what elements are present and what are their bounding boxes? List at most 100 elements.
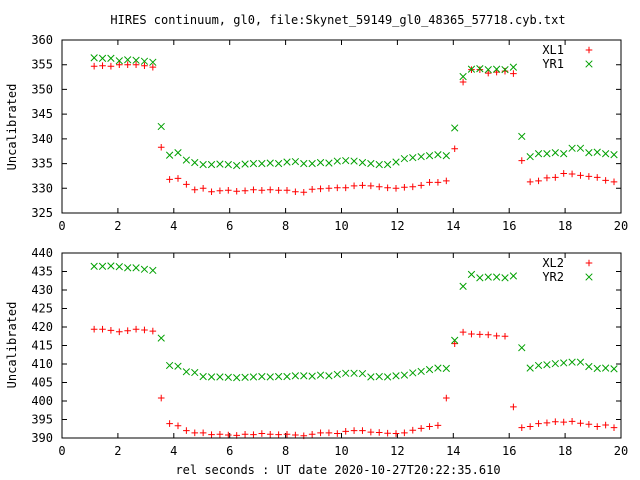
upper-xl1-point [375,183,383,191]
lower-yr2-point [308,372,316,380]
lower-xl2-point [535,420,542,427]
upper-yr1-point [400,154,409,163]
lower-yr2-point [199,372,207,381]
upper-xl1-point [451,145,458,153]
upper-xl1-point [141,62,148,70]
upper-yr1-point [367,159,375,168]
upper-yr1-point [350,157,358,165]
upper-yr1-point [115,57,123,65]
upper-xl1-point [308,185,316,193]
upper-yr1-point [509,63,518,71]
upper-yr1-point [241,160,249,168]
lower-xl2-point [543,419,551,427]
lower-yr2-point [417,367,425,376]
lower-yr2-point [266,373,274,381]
lower-yr2-point [392,372,400,380]
upper-yr1-point [249,159,258,168]
lower-yr2-point [157,334,165,342]
upper-xl1-point [417,182,425,189]
lower-y-tick-label: 405 [31,376,53,390]
upper-xl1-point [208,188,215,196]
upper-plot-frame [61,39,622,214]
lower-xl2-point [585,421,593,428]
lower-yr2-point [358,369,367,378]
lower-yr2-point [224,373,232,381]
lower-yr2-point [233,374,241,382]
upper-xl1-point [250,186,257,194]
lower-yr2-point [174,362,182,370]
lower-panel: Uncalibrated 0 2 4 6 8 10 12 14 16 18 20 390 395 400 4… [5,246,628,458]
upper-xl1-point [392,184,400,192]
lower-x-tick-label: 20 [614,444,628,458]
lower-xl2-point [577,419,584,427]
lower-yr2-point [526,364,534,372]
upper-yr1-point [216,160,224,168]
lower-yr2-point [149,266,157,275]
lower-yr2-point [501,274,509,282]
upper-xl1-point [216,187,224,195]
upper-yr1-point [417,152,425,161]
upper-yr1-point [174,149,182,157]
upper-yr1-point [501,66,509,74]
upper-yr1-point [610,151,618,159]
upper-x-tick-label: 16 [502,219,516,233]
upper-x-tick-label: 6 [226,219,233,233]
upper-x-tick-label: 14 [446,219,460,233]
lower-xl2-point [409,426,417,434]
lower-xl2-point [359,427,366,434]
upper-yr1-point [283,158,291,166]
upper-yr1-point [165,151,174,159]
upper-yr1-point [476,65,484,73]
upper-xl1-point [107,62,115,70]
upper-yr1-point [392,158,400,166]
lower-xl2-point [501,332,509,340]
upper-xl1-point [258,186,266,194]
lower-yr2-point [383,373,392,381]
upper-yr1-point [258,159,266,168]
upper-yr1-point [601,150,610,158]
upper-yr1-point [560,150,568,158]
lower-yr2-point [274,372,283,381]
upper-x-tick-label: 2 [114,219,121,233]
lower-yr2-point [258,372,266,381]
lower-xl2-point [459,328,467,336]
upper-y-tick-label: 335 [31,157,53,171]
lower-yr2-point [249,373,258,381]
upper-x-tick-label: 10 [334,219,348,233]
lower-yr2-point [182,368,191,376]
lower-yr2-point [400,371,409,379]
lower-xl2-point [342,428,349,435]
lower-xl2-point [90,325,98,333]
lower-y-tick-label: 440 [31,246,53,260]
lower-yr2-point [90,262,98,270]
x-axis-label: rel seconds : UT date 2020-10-27T20:22:3… [175,463,500,477]
lower-xl2-point [107,327,115,334]
lower-xl2-point [510,403,517,411]
upper-yr1-point [442,152,450,160]
upper-xl1-point [157,143,165,151]
upper-xl1-point [484,69,492,77]
lower-xl2-point [443,394,450,402]
lower-xl2-point [250,431,257,438]
lower-xl2-point [476,331,484,338]
lower-xl2-point [325,429,333,437]
lower-xl2-point [241,431,249,438]
upper-xl1-point [593,174,601,181]
upper-yr1-point [157,122,165,131]
lower-y-tick-label: 425 [31,302,53,316]
lower-xl2-point [417,425,425,432]
lower-xl2-point [283,431,291,438]
lower-xl2-point [157,394,165,402]
upper-yr1-point [140,57,149,65]
upper-xl1-point [300,188,308,196]
upper-xl1-point [560,170,568,177]
upper-xl1-point [191,186,199,194]
lower-xl2-point [115,328,123,336]
lower-yr2-point [560,359,568,367]
upper-xl1-point [476,66,484,73]
lower-yr2-point [132,264,140,272]
upper-xl1-point [552,174,559,181]
upper-yr1-point [266,159,274,167]
upper-legend-label-xl1: XL1 [542,43,564,57]
upper-yr1-point [124,56,132,64]
